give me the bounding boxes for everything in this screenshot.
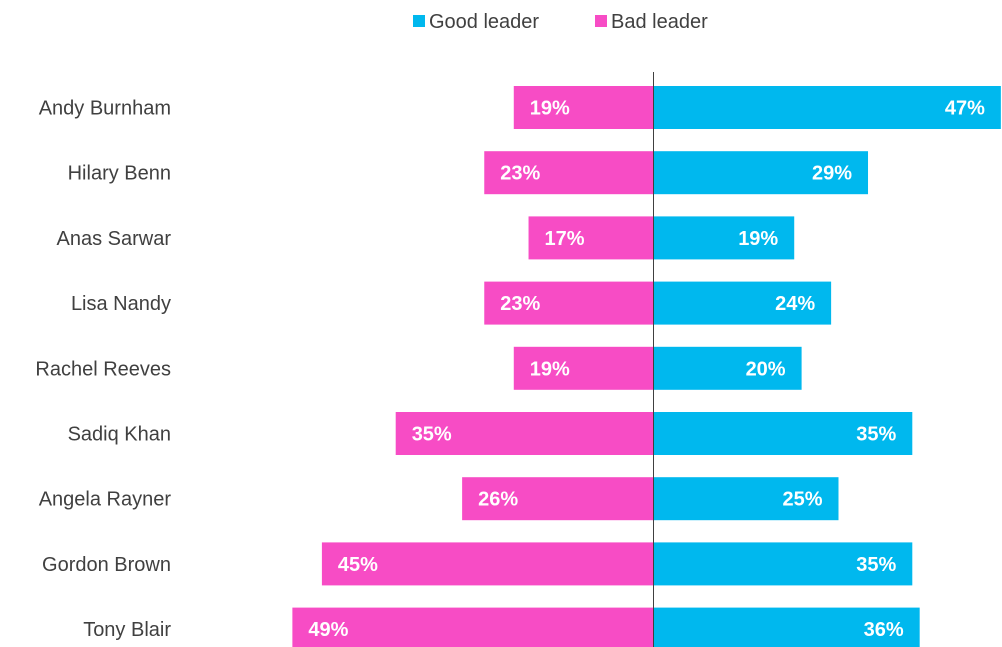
- value-label-good-leader-sadiq-khan: 35%: [856, 424, 896, 446]
- legend-label-good-leader: Good leader: [429, 11, 539, 33]
- value-label-good-leader-lisa-nandy: 24%: [775, 293, 815, 315]
- value-label-bad-leader-angela-rayner: 26%: [478, 489, 518, 511]
- bar-good-leader-lisa-nandy: [654, 281, 832, 325]
- value-label-bad-leader-gordon-brown: 45%: [338, 554, 378, 576]
- bar-bad-leader-tony-blair: [292, 607, 654, 647]
- bar-bad-leader-gordon-brown: [321, 542, 654, 586]
- bar-bad-leader-lisa-nandy: [484, 281, 654, 325]
- legend-swatch-good-leader: [413, 15, 425, 27]
- bar-bad-leader-andy-burnham: [513, 86, 654, 129]
- value-label-bad-leader-andy-burnham: 19%: [530, 98, 570, 120]
- bar-bad-leader-rachel-reeves: [513, 346, 654, 390]
- category-label-andy-burnham: Andy Burnham: [39, 98, 171, 120]
- value-label-bad-leader-lisa-nandy: 23%: [500, 293, 540, 315]
- value-label-good-leader-rachel-reeves: 20%: [746, 358, 786, 380]
- value-label-bad-leader-anas-sarwar: 17%: [545, 228, 585, 250]
- value-label-good-leader-hilary-benn: 29%: [812, 163, 852, 185]
- value-label-bad-leader-rachel-reeves: 19%: [530, 358, 570, 380]
- legend-label-bad-leader: Bad leader: [611, 11, 708, 33]
- bar-good-leader-gordon-brown: [654, 542, 913, 586]
- value-label-good-leader-anas-sarwar: 19%: [738, 228, 778, 250]
- category-label-tony-blair: Tony Blair: [83, 619, 171, 641]
- category-label-gordon-brown: Gordon Brown: [42, 554, 171, 576]
- bars-group: [292, 86, 1001, 647]
- value-label-bad-leader-hilary-benn: 23%: [500, 163, 540, 185]
- bar-good-leader-sadiq-khan: [654, 412, 913, 455]
- bar-good-leader-hilary-benn: [654, 151, 869, 195]
- category-label-rachel-reeves: Rachel Reeves: [35, 358, 171, 380]
- bar-good-leader-rachel-reeves: [654, 346, 802, 390]
- bar-good-leader-anas-sarwar: [654, 216, 795, 260]
- chart-legend: Good leader Bad leader: [413, 11, 708, 33]
- value-label-good-leader-gordon-brown: 35%: [856, 554, 896, 576]
- category-label-sadiq-khan: Sadiq Khan: [68, 424, 171, 446]
- category-label-anas-sarwar: Anas Sarwar: [57, 228, 172, 250]
- bar-good-leader-andy-burnham: [654, 86, 1001, 129]
- bar-good-leader-angela-rayner: [654, 477, 839, 521]
- value-label-good-leader-angela-rayner: 25%: [782, 489, 822, 511]
- bar-bad-leader-angela-rayner: [462, 477, 654, 521]
- category-label-angela-rayner: Angela Rayner: [39, 489, 172, 511]
- bar-bad-leader-sadiq-khan: [395, 412, 654, 455]
- bar-bad-leader-hilary-benn: [484, 151, 654, 195]
- bar-good-leader-tony-blair: [654, 607, 920, 647]
- value-label-good-leader-andy-burnham: 47%: [945, 98, 985, 120]
- category-label-lisa-nandy: Lisa Nandy: [71, 293, 171, 315]
- value-label-bad-leader-tony-blair: 49%: [308, 619, 348, 641]
- category-label-hilary-benn: Hilary Benn: [68, 163, 171, 185]
- value-label-good-leader-tony-blair: 36%: [864, 619, 904, 641]
- labels-group: Andy Burnham 19% 47% Hilary Benn 23% 29% Anas …: [35, 98, 985, 642]
- value-label-bad-leader-sadiq-khan: 35%: [412, 424, 452, 446]
- legend-swatch-bad-leader: [595, 15, 607, 27]
- bar-bad-leader-anas-sarwar: [528, 216, 654, 260]
